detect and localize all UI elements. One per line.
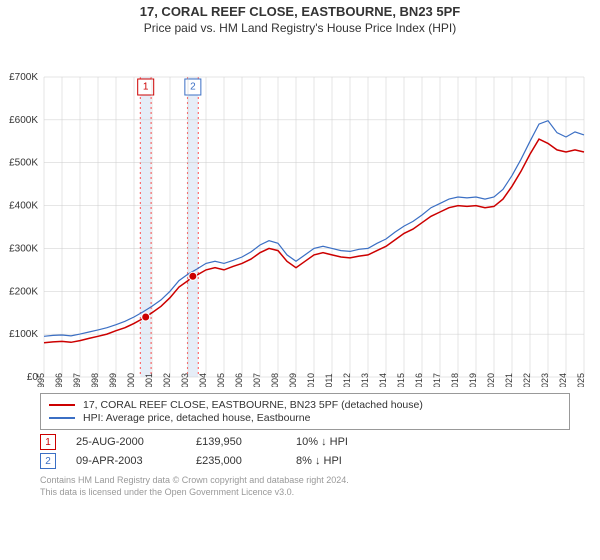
attribution-footer: Contains HM Land Registry data © Crown c… (40, 475, 570, 498)
svg-text:2010: 2010 (306, 373, 316, 387)
svg-text:2002: 2002 (162, 373, 172, 387)
price-chart: 12£0£100K£200K£300K£400K£500K£600K£700K1… (0, 35, 600, 387)
svg-text:2013: 2013 (360, 373, 370, 387)
svg-text:2022: 2022 (522, 373, 532, 387)
svg-text:2025: 2025 (576, 373, 586, 387)
svg-text:2015: 2015 (396, 373, 406, 387)
sale-badge: 1 (40, 434, 56, 450)
svg-text:2016: 2016 (414, 373, 424, 387)
svg-text:£300K: £300K (9, 243, 38, 254)
sales-table: 1 25-AUG-2000 £139,950 10% ↓ HPI 2 09-APR-200… (40, 434, 570, 469)
legend-label: 17, CORAL REEF CLOSE, EASTBOURNE, BN23 5… (83, 399, 423, 411)
svg-text:2000: 2000 (126, 373, 136, 387)
svg-text:2005: 2005 (216, 373, 226, 387)
sale-date: 25-AUG-2000 (76, 436, 176, 448)
svg-text:1998: 1998 (90, 373, 100, 387)
svg-text:£400K: £400K (9, 201, 38, 212)
svg-text:2023: 2023 (540, 373, 550, 387)
svg-text:2019: 2019 (468, 373, 478, 387)
footer-line: This data is licensed under the Open Gov… (40, 487, 570, 499)
legend-swatch (49, 417, 75, 419)
sale-badge: 2 (40, 453, 56, 469)
svg-text:£700K: £700K (9, 72, 38, 83)
sale-diff: 8% ↓ HPI (296, 455, 386, 467)
svg-text:2014: 2014 (378, 373, 388, 387)
svg-text:2018: 2018 (450, 373, 460, 387)
svg-text:1996: 1996 (54, 373, 64, 387)
svg-text:1997: 1997 (72, 373, 82, 387)
svg-text:2007: 2007 (252, 373, 262, 387)
svg-text:2012: 2012 (342, 373, 352, 387)
svg-text:2008: 2008 (270, 373, 280, 387)
svg-text:2021: 2021 (504, 373, 514, 387)
svg-text:2006: 2006 (234, 373, 244, 387)
svg-text:2024: 2024 (558, 373, 568, 387)
sale-price: £139,950 (196, 436, 276, 448)
svg-text:1: 1 (143, 82, 149, 93)
svg-text:£600K: £600K (9, 115, 38, 126)
sale-date: 09-APR-2003 (76, 455, 176, 467)
svg-text:1995: 1995 (36, 373, 46, 387)
svg-text:2009: 2009 (288, 373, 298, 387)
svg-text:2004: 2004 (198, 373, 208, 387)
svg-text:2017: 2017 (432, 373, 442, 387)
chart-subtitle: Price paid vs. HM Land Registry's House … (0, 21, 600, 35)
sale-row: 2 09-APR-2003 £235,000 8% ↓ HPI (40, 453, 570, 469)
legend-swatch (49, 404, 75, 406)
sale-row: 1 25-AUG-2000 £139,950 10% ↓ HPI (40, 434, 570, 450)
footer-line: Contains HM Land Registry data © Crown c… (40, 475, 570, 487)
chart-title: 17, CORAL REEF CLOSE, EASTBOURNE, BN23 5… (0, 4, 600, 19)
legend-label: HPI: Average price, detached house, East… (83, 412, 310, 424)
svg-text:2011: 2011 (324, 373, 334, 387)
svg-text:£200K: £200K (9, 286, 38, 297)
legend-item: HPI: Average price, detached house, East… (49, 412, 561, 424)
svg-text:2001: 2001 (144, 373, 154, 387)
svg-text:2020: 2020 (486, 373, 496, 387)
legend: 17, CORAL REEF CLOSE, EASTBOURNE, BN23 5… (40, 393, 570, 430)
svg-text:1999: 1999 (108, 373, 118, 387)
svg-text:2: 2 (190, 82, 196, 93)
legend-item: 17, CORAL REEF CLOSE, EASTBOURNE, BN23 5… (49, 399, 561, 411)
svg-text:£100K: £100K (9, 329, 38, 340)
svg-text:2003: 2003 (180, 373, 190, 387)
svg-text:£500K: £500K (9, 158, 38, 169)
sale-price: £235,000 (196, 455, 276, 467)
sale-diff: 10% ↓ HPI (296, 436, 386, 448)
